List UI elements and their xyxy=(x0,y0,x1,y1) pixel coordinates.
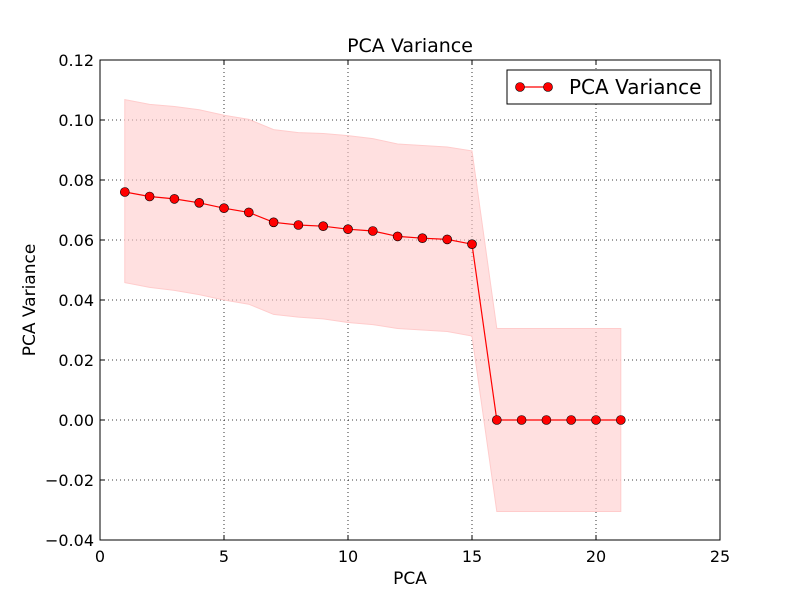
data-point xyxy=(194,198,204,208)
data-point xyxy=(268,217,279,228)
legend: PCA Variance xyxy=(506,69,712,105)
data-point xyxy=(591,415,601,425)
data-point xyxy=(244,207,254,218)
data-point xyxy=(417,233,428,243)
y-tick-label: 0.00 xyxy=(58,411,94,430)
data-point xyxy=(367,226,378,236)
data-point xyxy=(566,415,577,425)
series-markers xyxy=(120,187,626,425)
data-point xyxy=(120,187,130,197)
legend-label: PCA Variance xyxy=(569,75,701,99)
legend-marker xyxy=(515,82,525,92)
data-point xyxy=(293,220,304,230)
x-tick-label: 25 xyxy=(710,547,730,566)
x-axis-title: PCA xyxy=(393,569,427,589)
data-point xyxy=(516,415,527,425)
axis-ticks: 0 5 10 15 20 25 −0.04 −0.02 0.00 0.02 0.04 0.06 0.08… xyxy=(45,51,730,566)
x-tick-label: 10 xyxy=(338,547,358,566)
data-point xyxy=(343,224,353,234)
y-tick-label: 0.02 xyxy=(58,351,94,370)
y-tick-label: 0.06 xyxy=(58,231,94,250)
confidence-band xyxy=(124,98,622,512)
y-tick-label: 0.12 xyxy=(58,51,94,70)
y-axis-title: PCA Variance xyxy=(20,244,40,357)
y-tick-label: 0.04 xyxy=(58,291,94,310)
y-tick-label: 0.08 xyxy=(58,171,94,190)
x-tick-label: 20 xyxy=(586,547,606,566)
data-point xyxy=(615,415,626,425)
data-point xyxy=(467,239,477,249)
data-point xyxy=(491,415,502,425)
data-point xyxy=(144,191,155,202)
x-tick-label: 0 xyxy=(95,547,105,566)
y-tick-label: −0.04 xyxy=(45,531,94,550)
chart-title: PCA Variance xyxy=(347,35,473,57)
data-point xyxy=(442,234,453,245)
x-tick-label: 5 xyxy=(219,547,229,566)
data-point xyxy=(318,221,329,231)
legend-marker xyxy=(543,82,553,92)
data-point xyxy=(392,231,403,242)
y-tick-label: −0.02 xyxy=(45,471,94,490)
data-point xyxy=(219,203,229,213)
data-point xyxy=(169,194,180,204)
data-point xyxy=(541,415,552,425)
variance-band xyxy=(124,98,622,512)
x-tick-label: 15 xyxy=(462,547,482,566)
y-tick-label: 0.10 xyxy=(58,111,94,130)
